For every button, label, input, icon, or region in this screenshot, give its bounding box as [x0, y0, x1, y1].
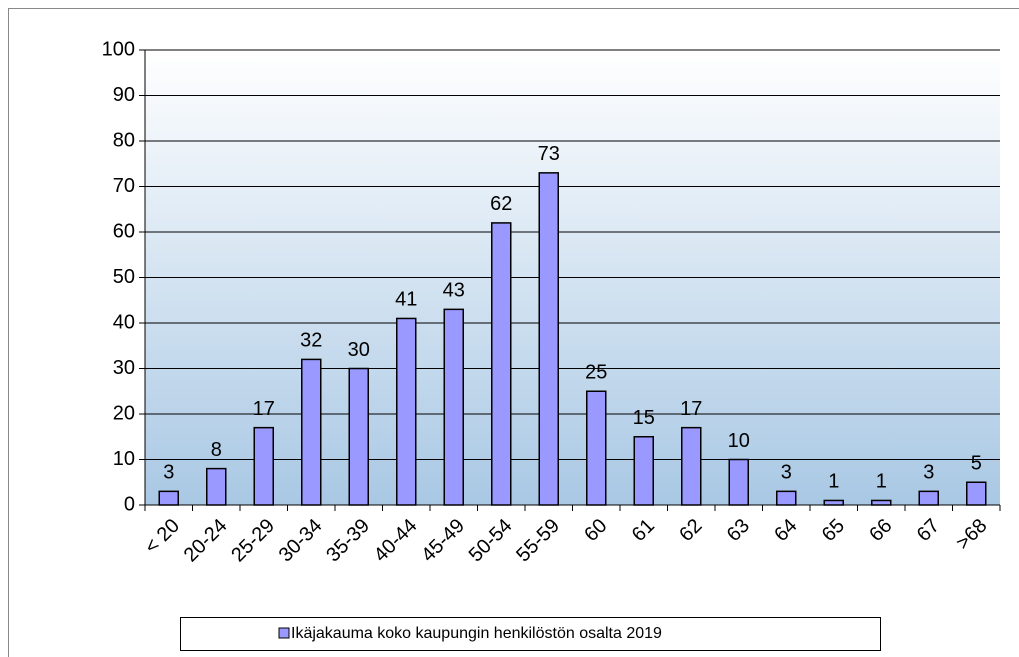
x-tick-label: 61	[628, 515, 659, 546]
chart-frame	[8, 8, 1019, 657]
data-label: 25	[585, 362, 607, 384]
x-tick-label: 66	[865, 515, 896, 546]
y-tick-label: 50	[113, 266, 135, 288]
x-tick-label: 30-34	[275, 515, 327, 567]
y-tick-label: 60	[113, 220, 135, 242]
data-label: 3	[163, 462, 174, 484]
bar	[681, 426, 702, 506]
x-tick-label: 65	[818, 515, 849, 546]
x-tick-label: 64	[770, 515, 801, 546]
legend-box	[180, 617, 881, 651]
x-tick-label: 60	[580, 515, 611, 546]
legend-swatch	[278, 627, 290, 639]
x-tick-label: 35-39	[322, 515, 374, 567]
x-tick-label: 25-29	[227, 515, 279, 567]
y-tick-label: 100	[102, 38, 135, 60]
bar	[396, 317, 417, 506]
bar	[538, 172, 559, 506]
data-label: 17	[253, 398, 275, 420]
data-label: 32	[300, 330, 322, 352]
y-tick-label: 80	[113, 129, 135, 151]
bar	[633, 436, 654, 506]
legend: Ikäjakauma koko kaupungin henkilöstön os…	[180, 617, 881, 651]
y-tick-label: 90	[113, 84, 135, 106]
y-tick-label: 10	[113, 448, 135, 470]
data-label: 3	[923, 462, 934, 484]
y-tick-label: 30	[113, 357, 135, 379]
data-label: 41	[395, 289, 417, 311]
y-tick-label: 40	[113, 311, 135, 333]
bar	[776, 490, 797, 506]
x-tick-label: 62	[675, 515, 706, 546]
x-tick-label: 63	[723, 515, 754, 546]
bar	[823, 499, 844, 506]
x-tick-label: 50-54	[465, 515, 517, 567]
bar	[348, 367, 369, 506]
bar	[586, 390, 607, 506]
bar	[728, 458, 749, 506]
x-tick-label: 40-44	[370, 515, 422, 567]
x-tick-label: >68	[952, 515, 992, 555]
data-label: 10	[728, 430, 750, 452]
data-label: 30	[348, 339, 370, 361]
data-label: 17	[680, 398, 702, 420]
bar	[443, 308, 464, 506]
y-tick-label: 70	[113, 175, 135, 197]
data-label: 8	[211, 439, 222, 461]
bar	[871, 499, 892, 506]
data-label: 1	[876, 471, 887, 493]
bar	[966, 481, 987, 506]
bar	[301, 358, 322, 506]
x-tick-label: 55-59	[512, 515, 564, 567]
bar	[491, 222, 512, 506]
y-tick-label: 20	[113, 402, 135, 424]
data-label: 73	[538, 143, 560, 165]
legend-label: Ikäjakauma koko kaupungin henkilöstön os…	[291, 625, 662, 642]
x-tick-label: 20-24	[180, 515, 232, 567]
x-tick-label: < 20	[141, 515, 184, 558]
x-tick-label: 45-49	[417, 515, 469, 567]
bar	[918, 490, 939, 506]
data-label: 15	[633, 407, 655, 429]
data-label: 5	[971, 453, 982, 475]
data-label: 62	[490, 193, 512, 215]
bar	[206, 467, 227, 506]
x-tick-label: 67	[913, 515, 944, 546]
y-tick-label: 0	[124, 493, 135, 515]
bar	[158, 490, 179, 506]
data-label: 3	[781, 462, 792, 484]
bar	[253, 426, 274, 506]
data-label: 1	[828, 471, 839, 493]
data-label: 43	[443, 280, 465, 302]
